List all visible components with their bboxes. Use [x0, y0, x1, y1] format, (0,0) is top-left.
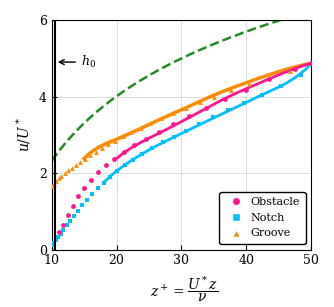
Point [81, 185, 87, 190]
Point [95, 186, 101, 191]
Point [120, 134, 126, 139]
Text: $z^+ = \dfrac{U^* z}{\nu}$: $z^+ = \dfrac{U^* z}{\nu}$ [150, 274, 218, 304]
Y-axis label: $u/U^*$: $u/U^*$ [15, 117, 33, 152]
Point [49, 243, 54, 247]
Point [171, 134, 176, 139]
Point [129, 130, 134, 134]
Point [229, 88, 234, 93]
Point [67, 218, 72, 223]
Point [183, 105, 189, 110]
Point [212, 94, 217, 99]
Point [288, 68, 293, 73]
Point [243, 87, 248, 92]
Point [75, 208, 80, 213]
Point [103, 163, 108, 168]
Point [121, 149, 126, 154]
Point [56, 176, 61, 181]
Point [79, 203, 85, 208]
Point [61, 222, 66, 227]
Point [156, 129, 161, 134]
Point [241, 100, 247, 105]
Point [266, 75, 272, 80]
Point [138, 125, 143, 130]
Point [69, 165, 74, 170]
Point [298, 73, 303, 78]
Point [89, 192, 95, 196]
Point [58, 231, 63, 236]
Point [53, 238, 58, 243]
Point [203, 106, 209, 111]
Point [150, 146, 155, 151]
Point [186, 114, 191, 119]
Point [65, 168, 70, 173]
Point [266, 77, 272, 82]
Point [140, 151, 145, 156]
Point [49, 184, 54, 189]
Point [259, 92, 265, 97]
Point [170, 122, 176, 127]
Point [122, 163, 128, 168]
Point [131, 157, 136, 162]
Point [82, 156, 88, 161]
Point [225, 108, 231, 113]
Point [51, 181, 56, 186]
Point [70, 203, 76, 208]
Point [77, 159, 83, 164]
Point [75, 193, 81, 198]
Point [160, 140, 165, 145]
Point [51, 240, 56, 245]
Point [148, 120, 153, 125]
Point [53, 179, 59, 184]
Point [247, 81, 252, 86]
Point [84, 197, 90, 202]
Point [65, 213, 70, 218]
Point [183, 129, 189, 134]
Point [57, 230, 62, 235]
Legend: Obstacle, Notch, Groove: Obstacle, Notch, Groove [219, 192, 306, 244]
Point [64, 223, 69, 228]
Point [222, 97, 227, 102]
Point [88, 177, 93, 182]
Text: $h_0$: $h_0$ [59, 54, 96, 70]
Point [197, 100, 202, 105]
Point [113, 138, 118, 143]
Point [308, 61, 314, 66]
Point [95, 170, 101, 175]
Point [308, 61, 314, 66]
Point [278, 84, 283, 88]
Point [115, 169, 120, 173]
Point [292, 66, 298, 71]
Point [308, 61, 314, 66]
Point [55, 235, 61, 239]
Point [73, 162, 78, 167]
Point [131, 143, 137, 148]
Point [62, 171, 67, 176]
Point [108, 174, 113, 179]
Point [106, 142, 111, 147]
Point [143, 136, 148, 141]
Point [87, 153, 93, 157]
Point [61, 227, 66, 232]
Point [170, 111, 176, 115]
Point [101, 180, 106, 185]
Point [71, 213, 76, 218]
Point [93, 149, 99, 154]
Point [59, 173, 64, 178]
Point [111, 156, 117, 161]
Point [196, 122, 201, 126]
Point [99, 146, 104, 151]
Point [210, 115, 216, 120]
Point [159, 115, 164, 120]
